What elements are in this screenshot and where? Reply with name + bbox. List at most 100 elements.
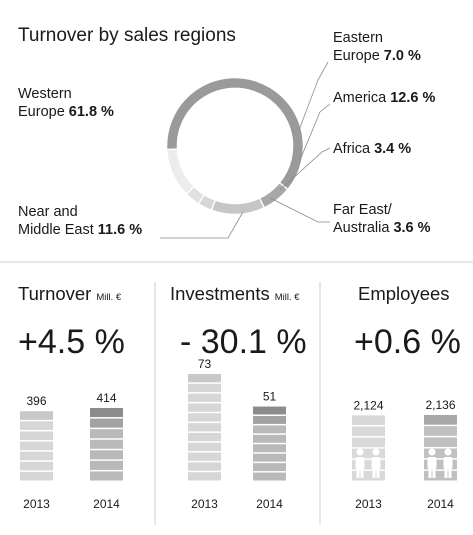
- bar-segment: [188, 472, 221, 481]
- bar-segment: [90, 439, 123, 449]
- bar-segment: [352, 415, 385, 425]
- bar-segment: [424, 459, 457, 470]
- label-value: 3.4 %: [374, 141, 411, 157]
- label-value: 61.8 %: [69, 104, 114, 120]
- kpi-panel-investments: Investments Mill. € - 30.1 %73 2013 51 2014: [170, 283, 307, 511]
- donut-label-near-and-middle-east: Near and Middle East 11.6 %: [18, 204, 142, 238]
- bar-segment: [352, 448, 385, 459]
- donut-leader-lines: [160, 61, 331, 239]
- person-icon: [355, 448, 365, 478]
- bar-segment: [253, 453, 286, 462]
- bar-value-label: 2,136: [425, 398, 455, 412]
- bar-segment: [253, 472, 286, 481]
- bar-segment: [90, 450, 123, 460]
- bar-segment: [352, 426, 385, 437]
- panel-change-value: +0.6 %: [354, 323, 461, 361]
- bar-segment: [253, 444, 286, 453]
- bar-segment: [424, 470, 457, 481]
- panel-unit: Mill. €: [96, 292, 122, 303]
- bar-segment: [20, 421, 53, 430]
- bar-segment: [352, 437, 385, 448]
- kpi-panel-employees: Employees +0.6 % 2,124 2013 2,136 2014: [352, 283, 461, 511]
- donut-slice-far-east-australia: [186, 186, 205, 204]
- person-icon: [371, 448, 381, 478]
- kpi-panel-turnover: Turnover Mill. € +4.5 % 396 2013 414 2014: [18, 283, 125, 511]
- label-value: 11.6 %: [98, 222, 142, 238]
- label-line: Eastern: [333, 30, 383, 46]
- bar-segment: [253, 434, 286, 443]
- bar-segment: [90, 460, 123, 470]
- bar-segment: [90, 471, 123, 481]
- bar-value-label: 414: [96, 391, 116, 405]
- bar-segment: [253, 415, 286, 424]
- bar-segment: [20, 451, 53, 461]
- panel-title: Employees: [358, 283, 450, 304]
- leader-line: [160, 211, 244, 239]
- bar-category-label: 2013: [191, 497, 218, 511]
- person-icon: [443, 448, 453, 478]
- bar-segment: [20, 471, 53, 481]
- donut-label-western-europe: Western Europe 61.8 %: [18, 86, 114, 120]
- label-line: Europe: [333, 48, 384, 64]
- bar-segment: [90, 429, 123, 439]
- donut-slice-near-and-middle-east: [166, 149, 194, 194]
- donut-label-eastern-europe: Eastern Europe 7.0 %: [333, 30, 421, 64]
- panel-title-text: Investments: [170, 283, 270, 304]
- bar-segment: [188, 393, 221, 402]
- bar-segment: [188, 442, 221, 452]
- bar-category-label: 2014: [93, 497, 120, 511]
- donut-chart: [166, 77, 304, 215]
- label-line: Middle East: [18, 222, 98, 238]
- leader-line: [298, 61, 329, 131]
- bar-segment: [424, 448, 457, 459]
- bar-segment: [20, 431, 53, 441]
- bar-category-label: 2013: [355, 497, 382, 511]
- bar-segment: [253, 463, 286, 472]
- bar-segment: [253, 406, 286, 415]
- bar-segment: [424, 437, 457, 447]
- panel-unit: Mill. €: [275, 292, 301, 303]
- bar-segment: [253, 425, 286, 434]
- panel-title: Turnover Mill. €: [18, 283, 122, 304]
- donut-slice-africa: [198, 194, 216, 211]
- panel-change-value: - 30.1 %: [180, 323, 307, 361]
- bar-value-label: 73: [198, 357, 212, 371]
- bar-segment: [20, 411, 53, 420]
- donut-slice-america: [211, 198, 265, 215]
- label-line: Far East/: [333, 202, 393, 218]
- leader-line: [269, 197, 330, 223]
- donut-labels: Western Europe 61.8 % Eastern Europe 7.0 % A…: [18, 30, 435, 238]
- donut-label-africa: Africa 3.4 %: [333, 141, 411, 157]
- bar-segment: [188, 374, 221, 383]
- label-line: Western: [18, 86, 72, 102]
- person-icon: [427, 448, 437, 478]
- panel-title: Investments Mill. €: [170, 283, 300, 304]
- bar-category-label: 2014: [256, 497, 283, 511]
- bar-segment: [352, 459, 385, 470]
- donut-title: Turnover by sales regions: [18, 25, 236, 46]
- bar-segment: [20, 461, 53, 471]
- panel-change-value: +4.5 %: [18, 323, 125, 361]
- bar-category-label: 2014: [427, 497, 454, 511]
- label-value: 12.6 %: [390, 90, 435, 106]
- label-line: Near and: [18, 204, 78, 220]
- label-line: Africa: [333, 141, 374, 157]
- bar-segment: [424, 426, 457, 436]
- bar-segment: [424, 415, 457, 425]
- bar-segment: [188, 452, 221, 461]
- bar-segment: [188, 462, 221, 471]
- label-line: America: [333, 90, 390, 106]
- bar-segment: [188, 423, 221, 432]
- label-line: Europe: [18, 104, 69, 120]
- bar-segment: [90, 408, 123, 418]
- kpi-panels: Turnover Mill. €+4.5 %39620134142014Inves…: [18, 283, 461, 511]
- label-value: 7.0 %: [384, 48, 421, 64]
- bar-segment: [188, 403, 221, 412]
- bar-value-label: 396: [26, 394, 46, 408]
- bar-value-label: 51: [263, 390, 277, 404]
- leader-line: [299, 103, 331, 161]
- bar-segment: [20, 441, 53, 451]
- bar-segment: [90, 418, 123, 428]
- label-value: 3.6 %: [393, 220, 430, 236]
